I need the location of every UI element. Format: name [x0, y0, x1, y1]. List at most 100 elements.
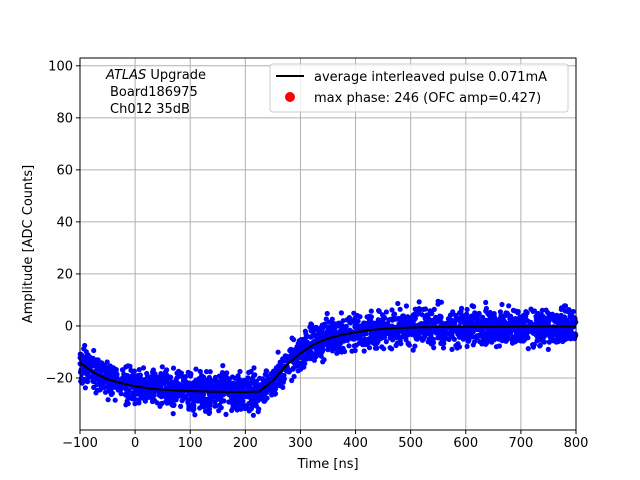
scatter-point — [147, 377, 153, 383]
scatter-point — [553, 337, 559, 343]
scatter-point — [278, 360, 284, 367]
annotation-atlas: ATLAS — [105, 68, 146, 83]
scatter-point — [178, 391, 184, 397]
scatter-point — [361, 348, 367, 354]
scatter-point — [235, 384, 241, 390]
annotation-line-2: Board186975 — [110, 85, 198, 100]
scatter-point — [333, 339, 339, 345]
scatter-point — [531, 341, 538, 347]
scatter-point — [120, 367, 126, 373]
scatter-point — [537, 343, 543, 349]
scatter-point — [132, 396, 138, 402]
scatter-point — [299, 344, 305, 350]
scatter-point — [374, 331, 380, 337]
scatter-point — [220, 363, 226, 369]
legend-label-max-phase: max phase: 246 (OFC amp=0.427) — [314, 91, 541, 106]
scatter-point — [106, 382, 112, 388]
scatter-point — [186, 406, 192, 412]
scatter-point — [261, 392, 267, 398]
scatter-point — [297, 361, 303, 367]
scatter-point — [182, 394, 188, 400]
scatter-point — [277, 382, 283, 388]
scatter-point — [483, 341, 489, 347]
scatter-point — [509, 326, 515, 332]
scatter-point — [301, 359, 307, 365]
scatter-point — [379, 312, 386, 318]
scatter-point — [455, 315, 461, 321]
scatter-point — [437, 332, 443, 338]
scatter-point — [316, 349, 322, 355]
scatter-point — [325, 347, 331, 353]
scatter-point — [498, 328, 504, 334]
scatter-point — [169, 394, 176, 401]
y-tick-label: 0 — [65, 319, 73, 334]
scatter-point — [84, 371, 90, 377]
scatter-point — [223, 411, 229, 417]
legend-box — [269, 63, 569, 113]
scatter-point — [558, 306, 564, 312]
scatter-point — [349, 348, 355, 354]
scatter-point — [509, 318, 515, 324]
scatter-point — [291, 373, 297, 380]
scatter-point — [476, 332, 482, 339]
scatter-point — [343, 323, 349, 329]
scatter-point — [393, 342, 399, 349]
scatter-point — [247, 394, 253, 400]
scatter-point — [246, 369, 252, 376]
scatter-point — [324, 310, 330, 317]
scatter-point — [409, 318, 415, 324]
scatter-point — [410, 347, 416, 353]
scatter-point — [267, 376, 273, 382]
x-tick-label: −100 — [62, 436, 98, 451]
scatter-point — [127, 363, 133, 369]
scatter-point — [493, 344, 500, 350]
scatter-point — [525, 346, 531, 352]
scatter-point — [326, 319, 332, 325]
scatter-point — [123, 391, 129, 397]
scatter-point — [403, 322, 409, 328]
scatter-point — [208, 384, 214, 390]
scatter-point — [181, 375, 187, 382]
scatter-point — [240, 393, 246, 399]
scatter-point — [311, 326, 317, 332]
scatter-point — [155, 374, 161, 380]
scatter-point — [491, 330, 497, 336]
scatter-point — [202, 408, 209, 414]
legend: average interleaved pulse 0.071mA max ph… — [269, 63, 569, 113]
scatter-point — [308, 321, 314, 327]
scatter-point — [503, 338, 509, 344]
scatter-point — [413, 311, 419, 317]
scatter-point — [136, 367, 142, 373]
annotation-line-1: ATLAS Upgrade — [105, 68, 206, 83]
scatter-point — [103, 371, 109, 377]
x-tick-label: 100 — [178, 436, 203, 451]
scatter-point — [395, 300, 401, 307]
scatter-point — [340, 338, 346, 344]
scatter-point — [91, 384, 97, 390]
scatter-point — [365, 339, 371, 345]
scatter-point — [508, 330, 514, 336]
scatter-point — [479, 327, 485, 333]
scatter-point — [488, 315, 494, 321]
scatter-point — [562, 308, 568, 314]
scatter-point — [295, 347, 301, 353]
scatter-point — [257, 375, 263, 381]
scatter-point — [105, 397, 111, 403]
scatter-point — [272, 391, 278, 397]
scatter-point — [371, 341, 377, 347]
scatter-point — [417, 306, 424, 313]
scatter-point — [82, 385, 88, 391]
scatter-point — [422, 306, 429, 312]
scatter-point — [545, 346, 551, 352]
x-tick-label: 500 — [398, 436, 423, 451]
scatter-point — [246, 408, 252, 414]
x-axis-ticks: −100 0 100 200 300 400 500 600 700 800 — [62, 430, 588, 451]
scatter-point — [104, 359, 110, 365]
scatter-point — [289, 377, 295, 384]
scatter-point — [317, 335, 323, 341]
scatter-point — [431, 306, 437, 312]
scatter-point — [272, 382, 278, 388]
scatter-point — [546, 339, 552, 345]
scatter-point — [251, 402, 257, 408]
scatter-point — [175, 374, 181, 380]
